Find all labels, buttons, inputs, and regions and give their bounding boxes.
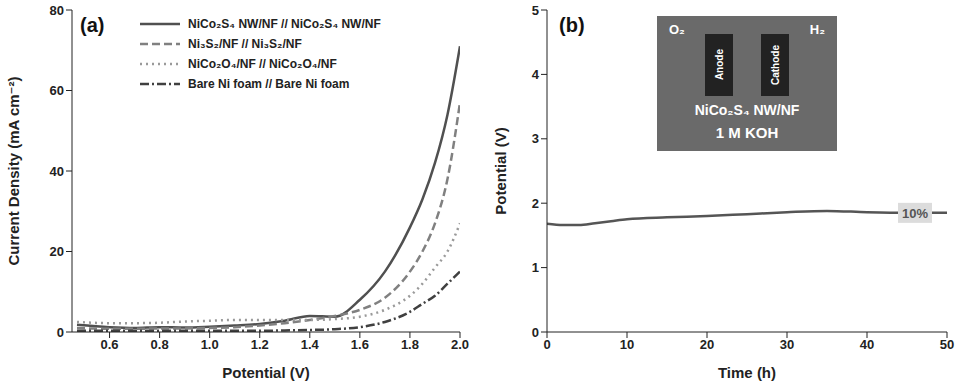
svg-text:0: 0 (57, 325, 64, 340)
html-text:H₂: H₂ (809, 22, 825, 37)
svg-text:20: 20 (700, 337, 714, 352)
svg-text:10%: 10% (902, 206, 928, 221)
html-text:Cathode: Cathode (769, 45, 781, 85)
svg-text:0.6: 0.6 (101, 337, 119, 352)
svg-text:0: 0 (532, 325, 539, 340)
svg-text:1: 1 (532, 260, 539, 275)
html-text:NiCo₂S₄ NW/NF: NiCo₂S₄ NW/NF (694, 102, 800, 118)
html-text:O₂: O₂ (669, 22, 685, 37)
html-text:NiCo₂O₄/NF // NiCo₂O₄/NF: NiCo₂O₄/NF // NiCo₂O₄/NF (188, 57, 337, 71)
svg-text:1.0: 1.0 (201, 337, 219, 352)
html-text:Ni₃S₂/NF // Ni₃S₂/NF: Ni₃S₂/NF // Ni₃S₂/NF (188, 37, 302, 51)
svg-text:0.8: 0.8 (151, 337, 169, 352)
svg-text:1.4: 1.4 (301, 337, 320, 352)
svg-text:60: 60 (50, 83, 64, 98)
svg-text:20: 20 (50, 244, 64, 259)
svg-text:Time (h): Time (h) (718, 364, 776, 381)
svg-text:Current Density (mA cm⁻²): Current Density (mA cm⁻²) (5, 76, 22, 265)
svg-text:40: 40 (50, 164, 64, 179)
svg-text:80: 80 (50, 3, 64, 18)
html-text:NiCo₂S₄ NW/NF // NiCo₂S₄ NW/NF: NiCo₂S₄ NW/NF // NiCo₂S₄ NW/NF (188, 17, 381, 31)
svg-text:0: 0 (543, 337, 550, 352)
html-text:1 M KOH: 1 M KOH (715, 124, 779, 141)
svg-text:1.2: 1.2 (251, 337, 269, 352)
svg-text:Potential (V): Potential (V) (222, 364, 310, 381)
html-text:(b): (b) (559, 14, 585, 36)
svg-text:30: 30 (780, 337, 794, 352)
html-text:Bare Ni foam // Bare Ni foam: Bare Ni foam // Bare Ni foam (188, 77, 350, 91)
svg-text:4: 4 (532, 67, 540, 82)
svg-text:10: 10 (620, 337, 634, 352)
html-text:Anode: Anode (713, 49, 725, 81)
svg-text:3: 3 (532, 131, 539, 146)
svg-text:2: 2 (532, 196, 539, 211)
svg-text:2.0: 2.0 (451, 337, 469, 352)
svg-text:1.8: 1.8 (401, 337, 419, 352)
svg-text:Potential (V): Potential (V) (492, 127, 509, 215)
svg-text:50: 50 (940, 337, 954, 352)
svg-text:1.6: 1.6 (351, 337, 369, 352)
svg-text:5: 5 (532, 3, 539, 18)
svg-text:40: 40 (860, 337, 874, 352)
html-text:(a): (a) (80, 14, 105, 36)
